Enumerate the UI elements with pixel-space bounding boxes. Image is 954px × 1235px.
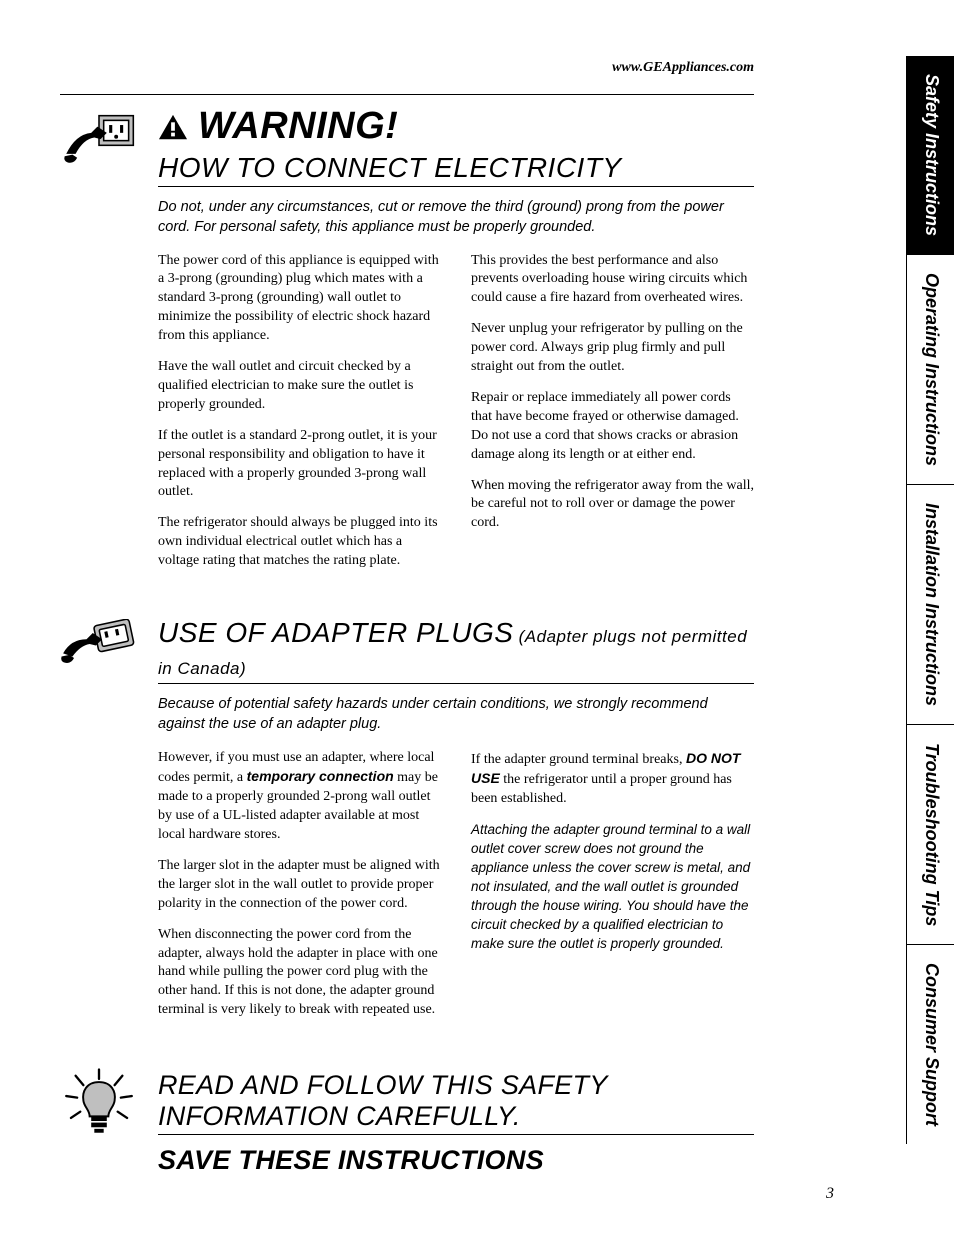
tab-installation[interactable]: Installation Instructions [906,485,954,725]
plug-outlet-icon [60,105,140,583]
adapter-title-text: USE OF ADAPTER PLUGS [158,617,513,648]
tab-troubleshooting[interactable]: Troubleshooting Tips [906,725,954,945]
title-rule [158,683,754,684]
electricity-columns: The power cord of this appliance is equi… [158,252,754,583]
tab-safety[interactable]: Safety Instructions [906,56,954,255]
body-text: However, if you must use an adapter, whe… [158,749,441,845]
header-url: www.GEAppliances.com [60,60,754,76]
section-adapter-content: USE OF ADAPTER PLUGS (Adapter plugs not … [158,613,754,1032]
header-rule [60,94,754,95]
adapter-lead: Because of potential safety hazards unde… [158,694,754,735]
adapter-col-right: If the adapter ground terminal breaks, D… [471,749,754,1033]
electricity-lead: Do not, under any circumstances, cut or … [158,197,754,238]
body-text: Have the wall outlet and circuit checked… [158,358,441,415]
section-save-content: READ AND FOLLOW THIS SAFETY INFORMATION … [158,1062,754,1176]
body-text: The larger slot in the adapter must be a… [158,857,441,914]
body-text: The power cord of this appliance is equi… [158,252,441,346]
section-adapter: USE OF ADAPTER PLUGS (Adapter plugs not … [60,613,754,1032]
section-electricity: WARNING! HOW TO CONNECT ELECTRICITY Do n… [60,105,754,583]
title-rule [158,1134,754,1135]
warning-triangle-icon [158,113,188,141]
warning-heading: WARNING! [158,105,754,148]
text-span: If the adapter ground terminal breaks, [471,752,686,767]
body-text: The refrigerator should always be plugge… [158,514,441,571]
side-tabs: Safety Instructions Operating Instructio… [906,56,954,1144]
body-text: This provides the best performance and a… [471,252,754,309]
warning-text: WARNING! [198,105,398,148]
body-text: If the adapter ground terminal breaks, D… [471,749,754,810]
save-title: SAVE THESE INSTRUCTIONS [158,1145,754,1176]
body-text-italic: Attaching the adapter ground terminal to… [471,821,754,953]
page-number: 3 [826,1185,834,1203]
text-span: the refrigerator until a proper ground h… [471,772,732,806]
section-electricity-content: WARNING! HOW TO CONNECT ELECTRICITY Do n… [158,105,754,583]
body-text: When moving the refrigerator away from t… [471,477,754,534]
tab-consumer[interactable]: Consumer Support [906,945,954,1144]
adapter-col-left: However, if you must use an adapter, whe… [158,749,441,1033]
lightbulb-icon [60,1062,140,1176]
title-rule [158,186,754,187]
body-text: If the outlet is a standard 2-prong outl… [158,427,441,503]
body-text: When disconnecting the power cord from t… [158,926,441,1020]
text-bold: temporary connection [247,768,394,784]
tab-operating[interactable]: Operating Instructions [906,255,954,485]
electricity-col-left: The power cord of this appliance is equi… [158,252,441,583]
body-text: Repair or replace immediately all power … [471,389,754,465]
adapter-title: USE OF ADAPTER PLUGS (Adapter plugs not … [158,617,754,681]
electricity-title: HOW TO CONNECT ELECTRICITY [158,152,754,184]
body-text: Never unplug your refrigerator by pullin… [471,320,754,377]
adapter-plug-icon [60,613,140,1032]
adapter-columns: However, if you must use an adapter, whe… [158,749,754,1033]
follow-title: READ AND FOLLOW THIS SAFETY INFORMATION … [158,1070,754,1132]
page-content: www.GEAppliances.com WARNING! HOW TO CON… [0,0,854,1216]
electricity-col-right: This provides the best performance and a… [471,252,754,583]
section-save: READ AND FOLLOW THIS SAFETY INFORMATION … [60,1062,754,1176]
